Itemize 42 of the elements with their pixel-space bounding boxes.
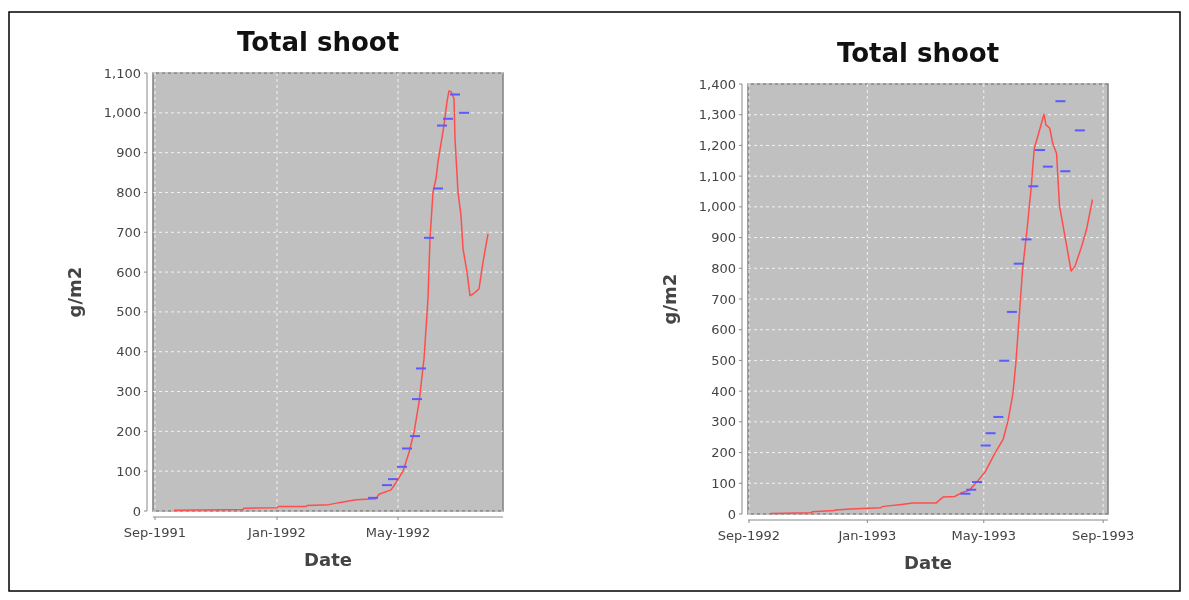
y-tick-label: 1,300 xyxy=(698,107,736,123)
y-axis-title: g/m2 xyxy=(659,273,680,325)
y-tick-label: 1,000 xyxy=(103,105,141,121)
y-tick-label: 700 xyxy=(116,224,141,240)
chart-title: Total shoot xyxy=(236,27,400,57)
y-tick-label: 200 xyxy=(116,423,141,439)
line-series xyxy=(769,113,1094,515)
y-tick-label: 800 xyxy=(711,260,736,276)
line-series xyxy=(173,90,489,511)
y-tick-label: 800 xyxy=(116,185,141,200)
x-tick-label: Sep-1993 xyxy=(1072,528,1135,543)
x-tick-label: Sep-1992 xyxy=(717,528,781,543)
y-tick-label: 500 xyxy=(711,352,736,368)
y-axis-title: g/m2 xyxy=(64,266,85,318)
chart-title: Total shoot xyxy=(836,38,1000,68)
y-tick-label: 400 xyxy=(711,383,736,399)
y-tick-label: 0 xyxy=(727,506,736,522)
y-tick-label: 400 xyxy=(116,344,141,360)
y-tick-label: 200 xyxy=(711,445,736,461)
y-tick-label: 900 xyxy=(116,145,141,161)
y-tick-label: 900 xyxy=(711,230,736,246)
x-tick-label: Jan-1992 xyxy=(247,525,306,540)
x-axis-title: Date xyxy=(904,552,952,573)
x-axis-title: Date xyxy=(304,549,352,570)
y-tick-label: 100 xyxy=(116,463,141,479)
y-tick-label: 600 xyxy=(116,264,141,280)
y-tick-label: 600 xyxy=(711,322,736,338)
y-tick-label: 1,100 xyxy=(103,65,141,81)
x-tick-label: Sep-1991 xyxy=(123,525,187,540)
y-tick-label: 1,200 xyxy=(698,137,736,153)
y-tick-label: 300 xyxy=(116,384,141,400)
y-tick-label: 1,100 xyxy=(698,168,736,184)
y-tick-label: 300 xyxy=(711,414,736,430)
x-tick-label: Jan-1993 xyxy=(837,528,897,543)
y-tick-label: 1,000 xyxy=(698,199,736,215)
x-tick-label: May-1993 xyxy=(951,528,1017,543)
y-tick-label: 500 xyxy=(116,304,141,320)
y-tick-label: 1,400 xyxy=(698,76,736,92)
y-tick-label: 700 xyxy=(711,291,736,307)
x-tick-label: May-1992 xyxy=(365,525,431,540)
y-tick-label: 100 xyxy=(711,475,736,491)
y-tick-label: 0 xyxy=(132,503,141,519)
